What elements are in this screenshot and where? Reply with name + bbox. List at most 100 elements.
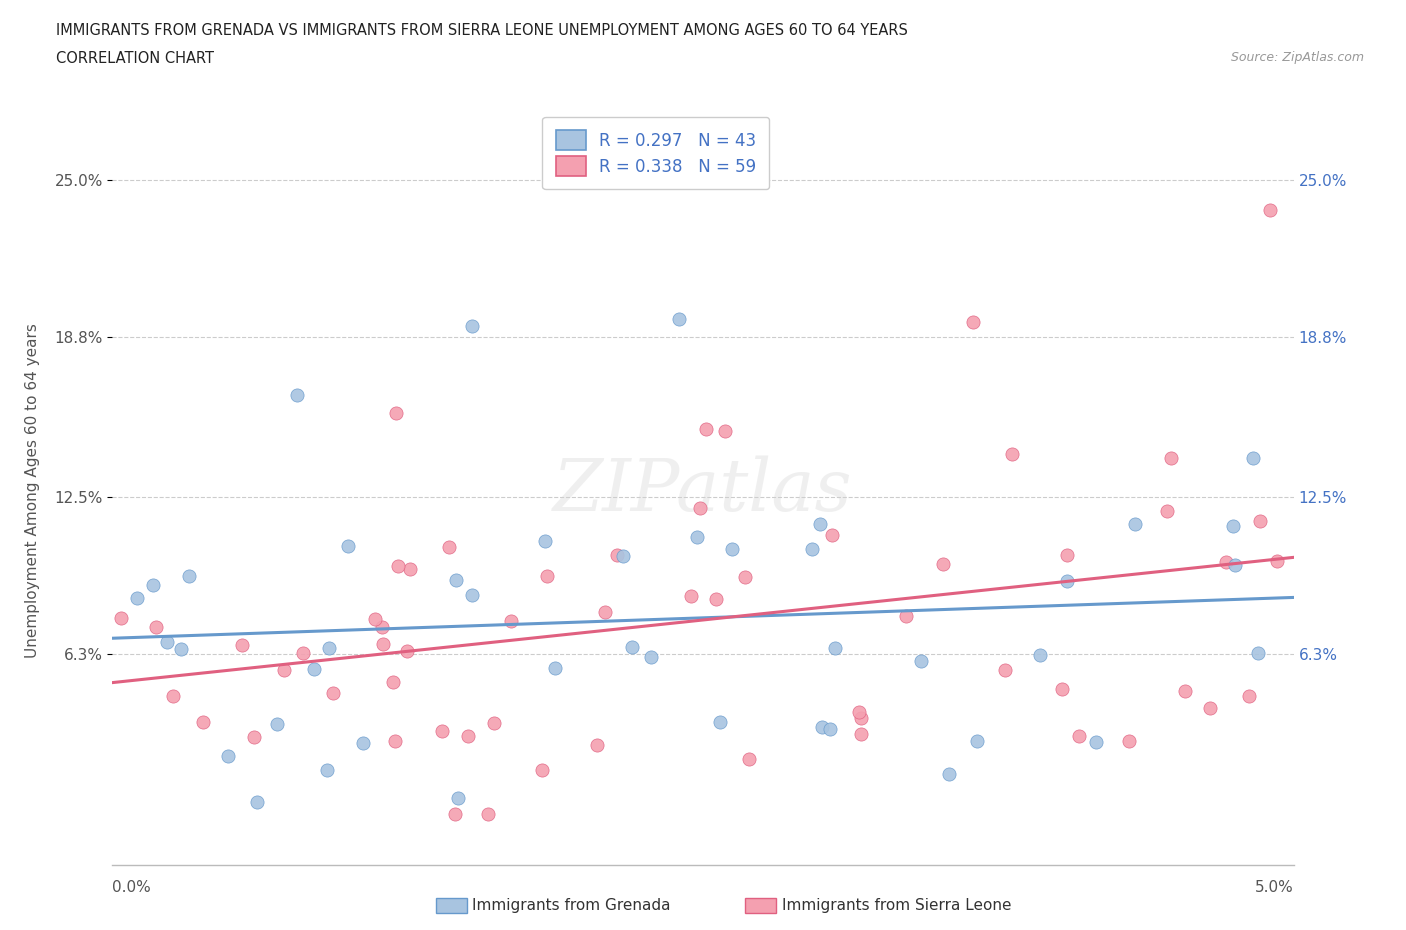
Point (704, 591, 727, 606)
Point (446, 790, 468, 805)
Point (395, 644, 418, 658)
Point (621, 640, 644, 655)
Point (352, 736, 374, 751)
Point (266, 717, 288, 732)
Point (938, 766, 960, 781)
Point (291, 646, 314, 661)
Point (668, 312, 690, 326)
Point (446, 572, 468, 587)
Point (110, 611, 132, 626)
Point (1001, 447, 1024, 462)
Point (1237, 688, 1260, 703)
Point (721, 542, 744, 557)
Point (477, 806, 499, 821)
Point (818, 722, 841, 737)
Point (808, 517, 831, 532)
Point (285, 388, 308, 403)
Point (849, 711, 872, 725)
Point (461, 319, 484, 334)
Point (231, 638, 253, 653)
Point (1258, 203, 1281, 218)
Point (544, 661, 567, 676)
Point (534, 534, 557, 549)
Point (801, 542, 824, 557)
Point (586, 737, 609, 752)
Point (595, 604, 617, 619)
Point (302, 661, 325, 676)
Point (1067, 729, 1090, 744)
Point (217, 749, 239, 764)
Text: ZIPatlas: ZIPatlas (553, 456, 853, 525)
Point (162, 689, 184, 704)
Point (811, 719, 834, 734)
Point (849, 727, 872, 742)
Point (243, 729, 266, 744)
Point (371, 637, 394, 652)
Point (318, 641, 340, 656)
Point (1222, 519, 1244, 534)
Point (382, 675, 405, 690)
Legend: R = 0.297   N = 43, R = 0.338   N = 59: R = 0.297 N = 43, R = 0.338 N = 59 (543, 117, 769, 189)
Point (536, 569, 558, 584)
Point (1125, 517, 1147, 532)
Point (1225, 558, 1247, 573)
Point (461, 588, 484, 603)
Point (824, 641, 846, 656)
Point (322, 685, 344, 700)
Text: 5.0%: 5.0% (1254, 880, 1294, 896)
Point (962, 314, 984, 329)
Point (689, 501, 711, 516)
Point (1174, 684, 1197, 699)
Point (679, 589, 702, 604)
Point (1029, 647, 1052, 662)
Point (686, 529, 709, 544)
Text: IMMIGRANTS FROM GRENADA VS IMMIGRANTS FROM SIERRA LEONE UNEMPLOYMENT AMONG AGES : IMMIGRANTS FROM GRENADA VS IMMIGRANTS FR… (56, 23, 908, 38)
Text: Immigrants from Grenada: Immigrants from Grenada (472, 898, 671, 913)
Point (695, 422, 717, 437)
Point (273, 663, 295, 678)
Point (1118, 734, 1140, 749)
Point (246, 795, 269, 810)
Point (457, 729, 479, 744)
Point (337, 538, 360, 553)
Point (1215, 555, 1237, 570)
Point (437, 540, 460, 555)
Text: Immigrants from Sierra Leone: Immigrants from Sierra Leone (782, 898, 1011, 913)
Point (384, 734, 406, 749)
Point (1056, 574, 1078, 589)
Point (193, 714, 215, 729)
Point (1056, 548, 1078, 563)
Point (443, 806, 465, 821)
Point (896, 608, 918, 623)
Point (1156, 504, 1178, 519)
Point (387, 558, 409, 573)
Point (1241, 450, 1264, 465)
Point (156, 635, 179, 650)
Point (385, 405, 408, 420)
Point (821, 527, 844, 542)
Point (398, 562, 420, 577)
Point (994, 663, 1017, 678)
Point (125, 591, 148, 605)
Point (316, 763, 339, 777)
Point (1265, 553, 1288, 568)
Point (364, 611, 387, 626)
Point (1199, 700, 1222, 715)
Text: Source: ZipAtlas.com: Source: ZipAtlas.com (1230, 51, 1364, 64)
Point (430, 724, 453, 738)
Point (142, 578, 165, 592)
Point (734, 570, 756, 585)
Point (482, 715, 505, 730)
Point (501, 614, 523, 629)
Point (530, 763, 553, 777)
Point (179, 568, 201, 583)
Point (1050, 682, 1073, 697)
Point (709, 715, 731, 730)
Point (1160, 451, 1182, 466)
Point (1249, 513, 1271, 528)
Point (612, 549, 634, 564)
Point (370, 620, 392, 635)
Point (738, 752, 761, 767)
Point (170, 642, 193, 657)
Point (714, 424, 737, 439)
